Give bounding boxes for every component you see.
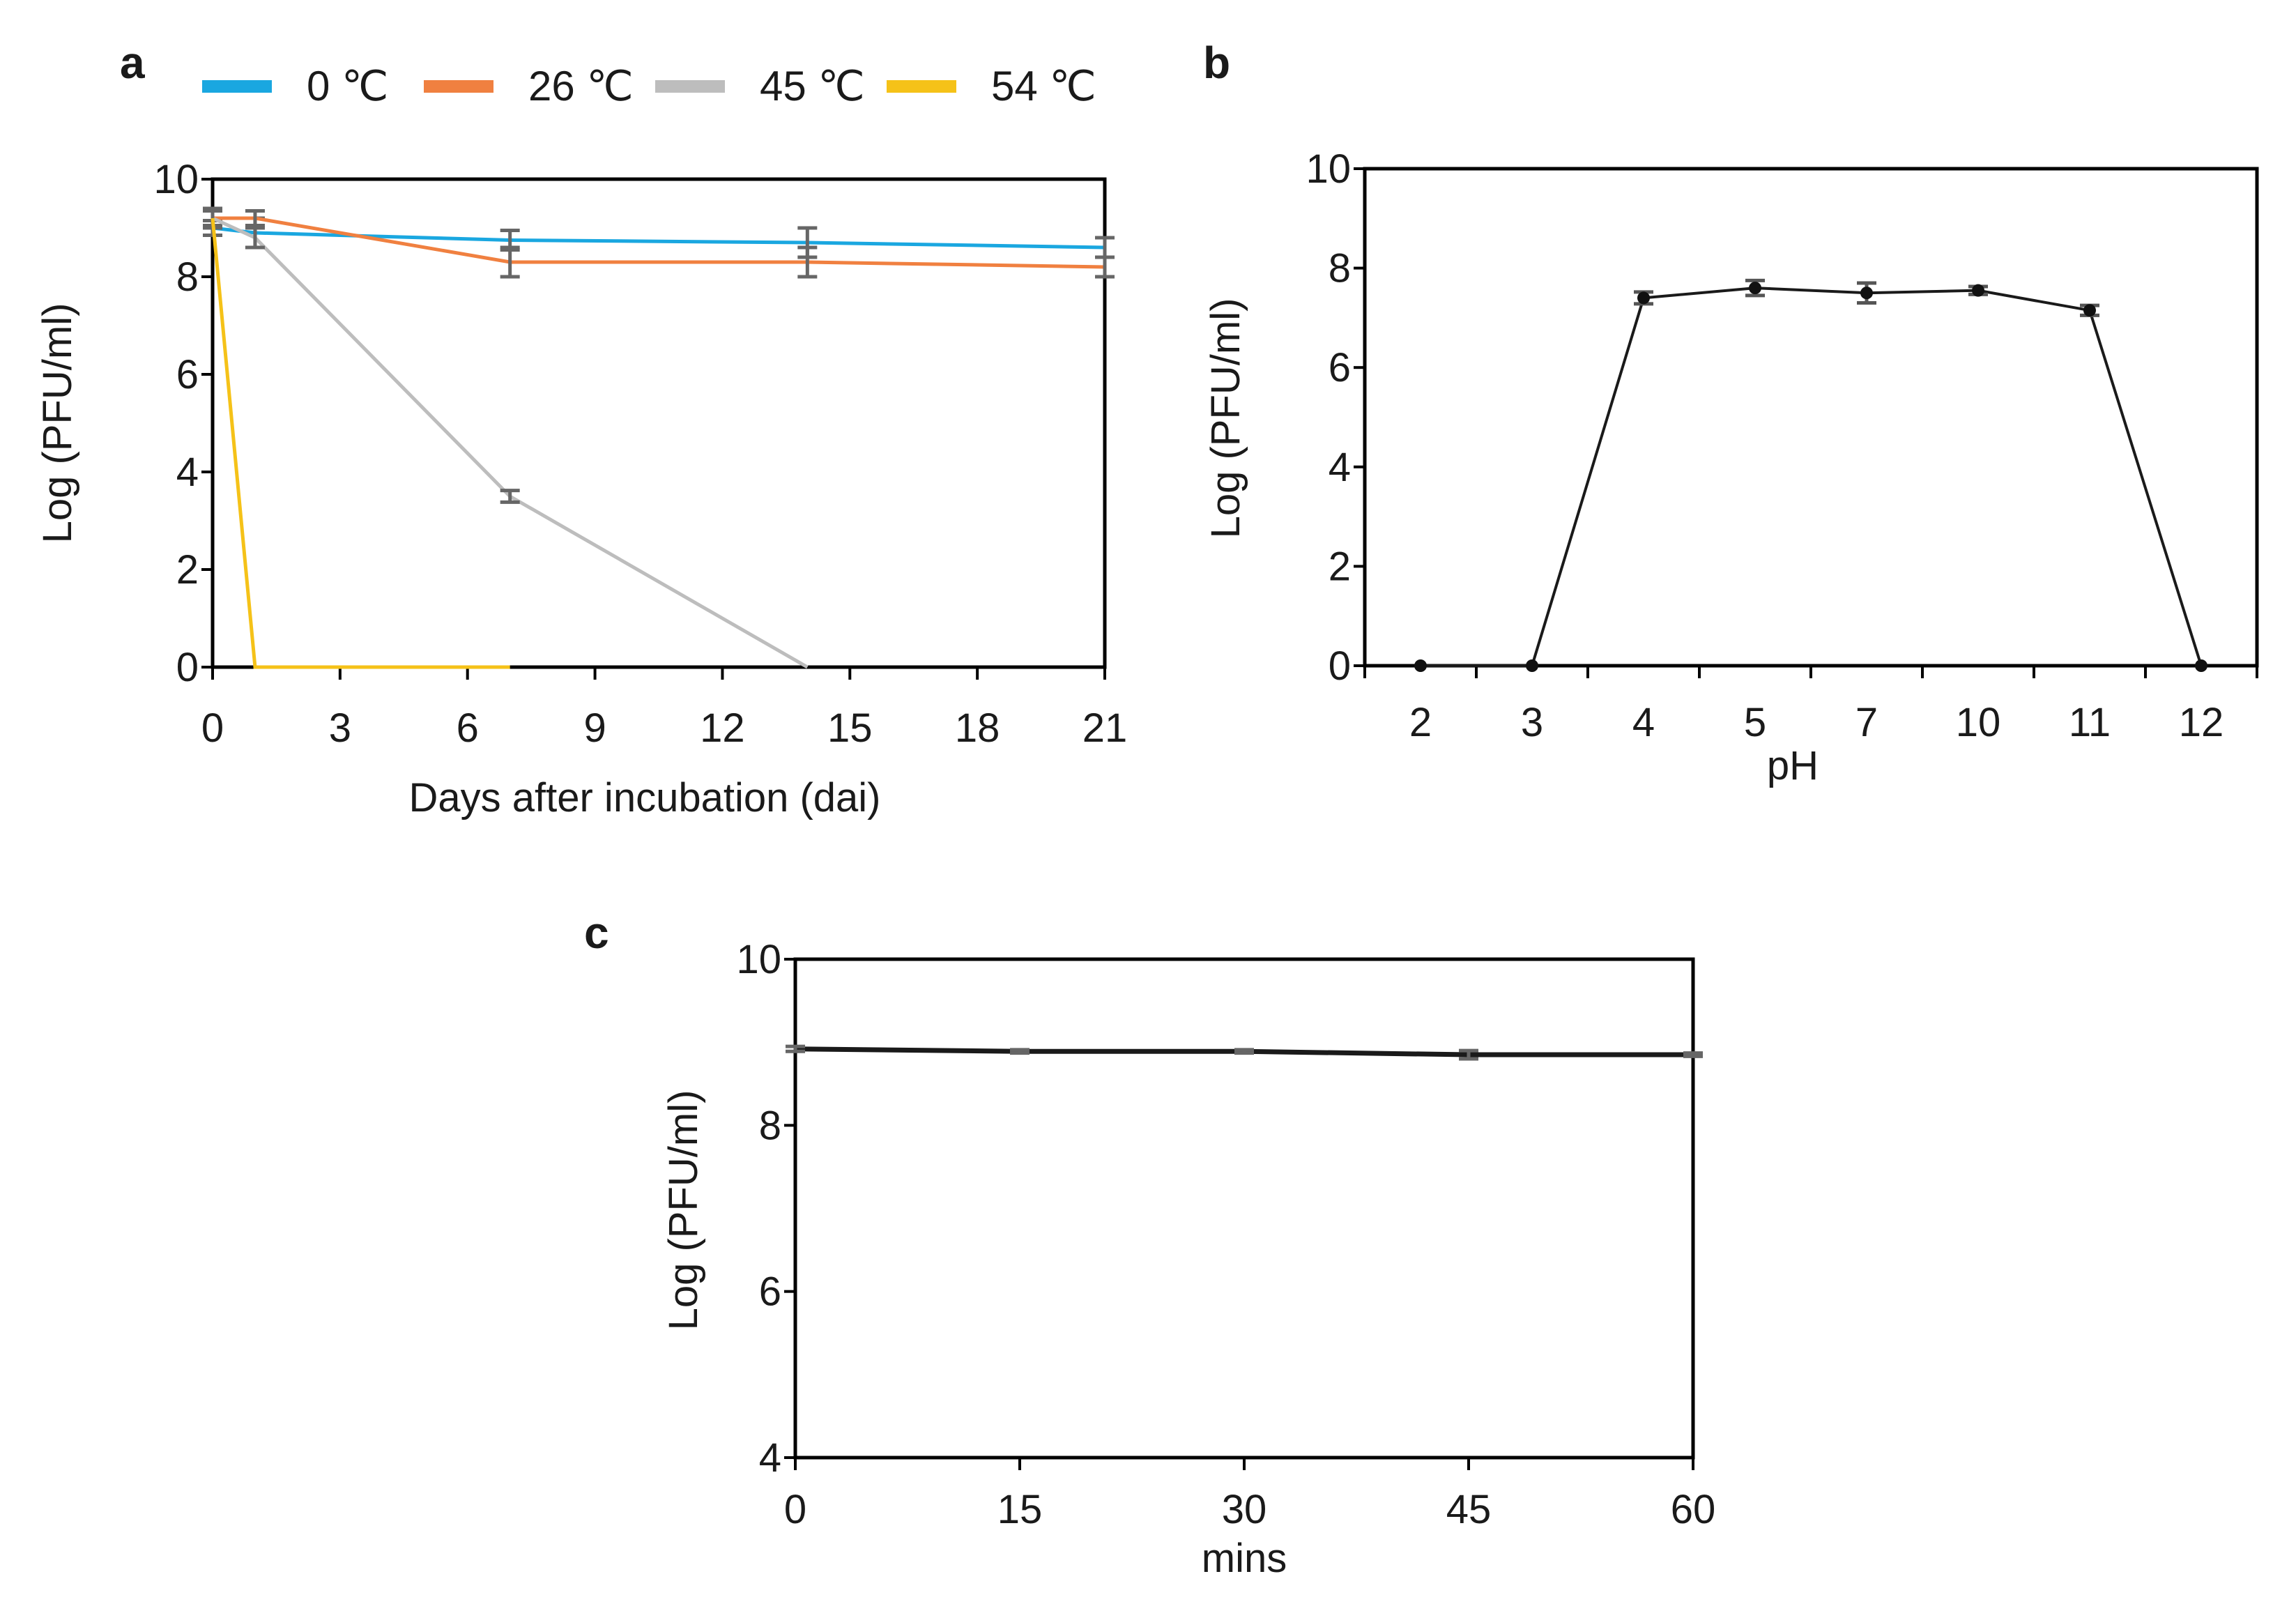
x-tick-label: 2 [1409,700,1432,745]
x-tick-label: 9 [583,705,606,751]
y-tick-label: 6 [759,1269,781,1315]
panel-b: b 2 3 4 5 7 10 11 12 0 2 4 6 8 10 pH Log (PFU/ml) [1203,38,2259,788]
data-point [2083,304,2096,317]
panel-b-x-axis-title: pH [1767,743,1819,788]
legend-label-2: 45 ℃ [760,63,865,109]
x-tick-label: 15 [997,1487,1043,1532]
data-point [1414,659,1427,672]
x-tick-label: 5 [1744,700,1766,745]
panel-c-plot-frame [793,957,1695,1460]
x-tick-label: 45 [1446,1487,1492,1532]
x-tick-label: 4 [1632,700,1655,745]
y-tick-label: 4 [759,1435,781,1481]
x-tick-label: 18 [955,705,1000,751]
y-tick-label: 0 [176,645,199,690]
y-tick-label: 0 [1329,643,1351,689]
x-tick-label: 15 [827,705,873,751]
x-tick-label: 3 [329,705,351,751]
legend-label-0: 0 ℃ [307,63,388,109]
data-point [1637,291,1650,305]
y-tick-label: 4 [176,450,199,495]
panel-a-ticks: 0 3 6 9 12 15 18 21 0 2 4 6 8 10 [153,157,1127,751]
panel-c-y-axis-title: Log (PFU/ml) [661,1090,706,1331]
y-tick-label: 8 [759,1103,781,1148]
panel-c-ticks: 0 15 30 45 60 4 6 8 10 [736,937,1715,1532]
panel-b-series [1414,278,2207,672]
x-tick-label: 10 [1956,700,2001,745]
panel-a-y-axis-title: Log (PFU/ml) [35,303,80,544]
series-line-0 [1421,287,2203,667]
legend-label-3: 54 ℃ [991,63,1096,109]
panel-a-legend: 0 ℃ 26 ℃ 45 ℃ 54 ℃ [202,63,1096,109]
panel-a-series [203,206,1115,669]
data-point [1749,282,1761,295]
panel-b-plot-frame [1363,167,2259,668]
x-tick-label: 12 [2179,700,2224,745]
legend-label-1: 26 ℃ [528,63,634,109]
x-tick-label: 0 [784,1487,806,1532]
panel-a-x-axis-title: Days after incubation (dai) [409,775,881,820]
panel-b-y-axis-title: Log (PFU/ml) [1203,298,1248,539]
y-tick-label: 2 [176,547,199,593]
x-tick-label: 30 [1222,1487,1267,1532]
series-line-3 [211,217,510,669]
y-tick-label: 6 [176,352,199,397]
y-tick-label: 8 [1329,246,1351,291]
data-point [1860,287,1873,300]
data-point [1526,659,1538,672]
panel-a-plot-frame [211,177,1107,669]
x-tick-label: 21 [1082,705,1128,751]
panel-c-letter: c [584,908,609,958]
y-tick-label: 8 [176,254,199,300]
y-tick-label: 4 [1329,445,1351,490]
x-tick-label: 12 [700,705,745,751]
x-tick-label: 0 [201,705,224,751]
data-point [2195,659,2207,672]
panel-c: c 0 15 30 45 60 4 6 8 10 mins Log (PFU/ml) [584,908,1715,1581]
x-tick-label: 7 [1855,700,1878,745]
y-tick-label: 10 [153,157,199,202]
panel-b-ticks: 2 3 4 5 7 10 11 12 0 2 4 6 8 10 [1306,146,2258,745]
y-tick-label: 2 [1329,544,1351,589]
x-tick-label: 11 [2069,700,2111,745]
panel-a-letter: a [120,38,145,88]
series-line-2 [211,216,809,669]
y-tick-label: 10 [1306,146,1351,192]
y-tick-label: 6 [1329,345,1351,390]
x-tick-label: 6 [457,705,479,751]
panel-a: a 0 ℃ 26 ℃ 45 ℃ 54 ℃ 0 3 6 9 12 15 18 21 0 2 4 6 8 10 Da… [35,38,1127,820]
x-tick-label: 60 [1671,1487,1716,1532]
x-tick-label: 3 [1521,700,1543,745]
series-line-0 [212,226,1105,250]
panel-c-x-axis-title: mins [1202,1536,1287,1581]
data-point [1972,284,1984,297]
panel-c-series [786,1044,1703,1061]
panel-b-letter: b [1203,38,1230,88]
y-tick-label: 10 [736,937,781,982]
